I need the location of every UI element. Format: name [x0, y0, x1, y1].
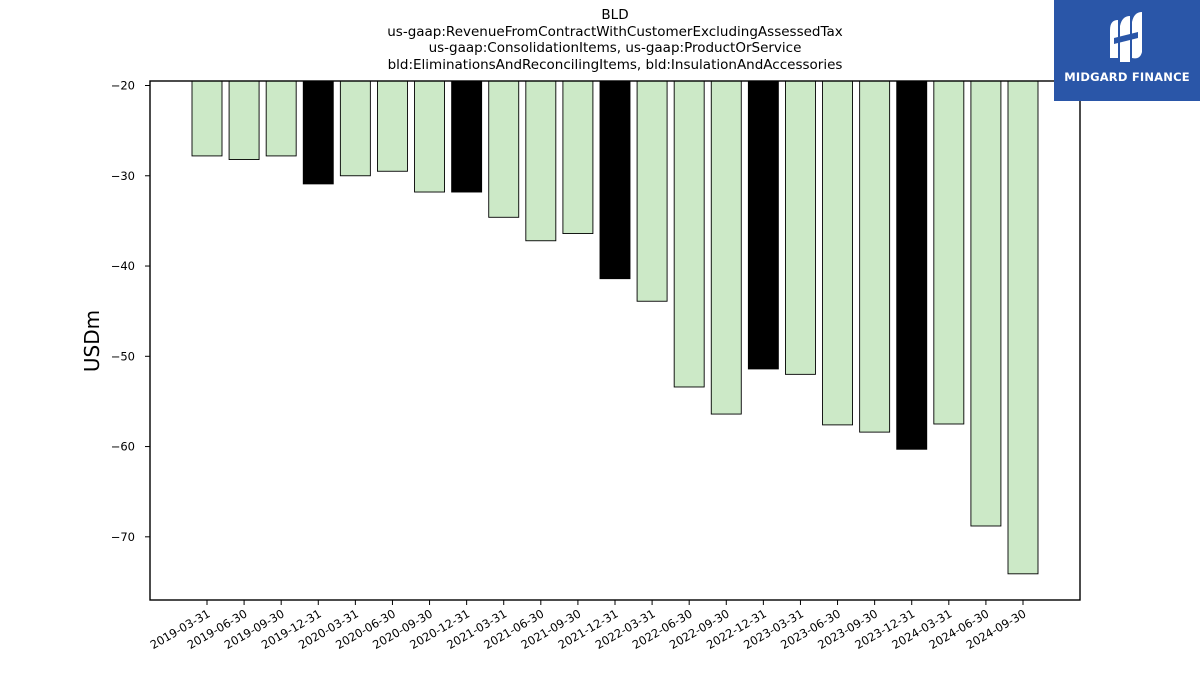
bar-2019-06-30	[228, 80, 260, 160]
y-tick-label: −50	[111, 349, 135, 363]
bar-2022-03-31	[636, 80, 668, 302]
y-tick-label: −70	[111, 530, 135, 544]
bar-2023-03-31	[785, 80, 816, 375]
bar-2019-03-31	[191, 80, 223, 157]
bar-2020-03-31	[339, 80, 371, 177]
logo-text: MIDGARD FINANCE	[1064, 70, 1190, 84]
bar-2021-03-31	[488, 80, 520, 218]
bar-2020-12-31	[451, 80, 483, 193]
bar-2024-09-30	[1007, 80, 1039, 575]
bar-2024-06-30	[970, 80, 1002, 527]
x-axis: 2019-03-312019-06-302019-09-302019-12-31…	[148, 600, 1029, 652]
bars-layer	[191, 80, 1039, 575]
bar-2021-06-30	[525, 80, 557, 242]
bar-2021-09-30	[562, 80, 594, 234]
y-axis: −20 −30 −40 −50 −60 −70	[111, 79, 150, 544]
logo-mark-icon	[1110, 12, 1142, 62]
y-tick-label: −60	[111, 440, 135, 454]
chart-title-members: bld:EliminationsAndReconcilingItems, bld…	[387, 57, 843, 73]
bar-2020-09-30	[414, 80, 445, 193]
bar-2019-09-30	[265, 80, 297, 157]
chart-title-ticker: BLD	[601, 7, 629, 23]
bar-2019-12-31	[302, 80, 334, 185]
bar-2022-12-31	[747, 80, 779, 370]
brand-logo: MIDGARD FINANCE	[1054, 0, 1200, 101]
y-axis-label: USDm	[80, 310, 104, 372]
bar-2022-06-30	[673, 80, 705, 388]
bar-2022-09-30	[710, 80, 742, 415]
bar-2020-06-30	[377, 80, 408, 172]
bar-2023-06-30	[822, 80, 853, 426]
bar-2023-09-30	[859, 80, 891, 433]
bar-2021-12-31	[599, 80, 631, 280]
chart-title-axes: us-gaap:ConsolidationItems, us-gaap:Prod…	[428, 40, 802, 56]
bar-2024-03-31	[933, 80, 965, 425]
y-tick-label: −40	[111, 259, 135, 273]
bar-2023-12-31	[896, 80, 928, 450]
y-tick-label: −20	[111, 79, 135, 93]
y-tick-label: −30	[111, 169, 135, 183]
chart-title-concept: us-gaap:RevenueFromContractWithCustomerE…	[387, 24, 843, 40]
